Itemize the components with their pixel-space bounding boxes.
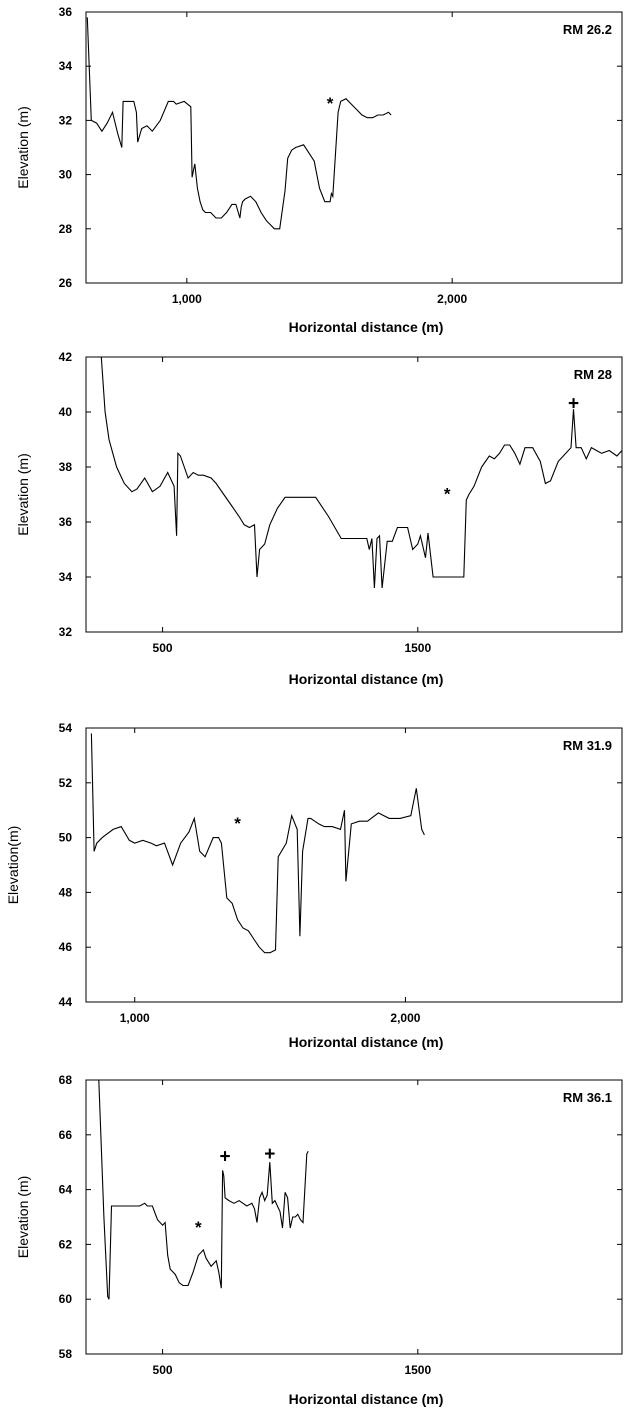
asterisk-marker: *: [327, 94, 334, 113]
y-tick-label: 28: [59, 222, 73, 236]
plot-frame: [85, 11, 623, 284]
y-axis-title: Elevation(m): [5, 826, 21, 905]
chart-panel-rm-31-9: 44 46 48 50 52 54 1,000 2,000 Horizontal distanc…: [0, 695, 624, 1050]
y-tick-label: 60: [59, 1292, 73, 1306]
y-tick-label: 50: [59, 831, 73, 845]
plot-frame: [85, 1079, 623, 1355]
profile-line: [86, 17, 392, 230]
x-axis-title: Horizontal distance (m): [289, 319, 444, 335]
plot-frame: [85, 727, 623, 1003]
x-axis-title: Horizontal distance (m): [289, 671, 444, 687]
y-axis-title: Elevation (m): [15, 453, 31, 535]
y-tick-label: 36: [59, 5, 73, 19]
x-axis-title: Horizontal distance (m): [289, 1391, 444, 1407]
y-tick-label: 62: [59, 1237, 73, 1251]
panel-label: RM 28: [574, 367, 612, 382]
plot-frame: [85, 356, 623, 633]
x-tick-label: 1500: [404, 1363, 431, 1377]
x-axis-title: Horizontal distance (m): [289, 1034, 444, 1050]
chart-svg-rm-28: 32 34 36 38 40 42 500 1500 Horizontal distance (…: [15, 350, 623, 687]
asterisk-marker: *: [234, 814, 241, 833]
y-tick-label: 32: [59, 625, 73, 639]
y-tick-label: 54: [59, 721, 73, 735]
panel-label: RM 36.1: [563, 1090, 612, 1105]
x-tick-label: 500: [153, 1363, 173, 1377]
chart-panel-rm-26-2: 26 28 30 32 34 36 1,000 2,000 Horizontal distanc…: [0, 0, 624, 340]
chart-svg-rm-31-9: 44 46 48 50 52 54 1,000 2,000 Horizontal distanc…: [5, 721, 623, 1050]
y-tick-label: 36: [59, 515, 73, 529]
chart-svg-rm-36-1: 58 60 62 64 66 68 500 1500 Horizontal distance (…: [15, 1073, 623, 1407]
plus-marker: +: [264, 1144, 275, 1165]
chart-panel-rm-28: 32 34 36 38 40 42 500 1500 Horizontal distance (…: [0, 340, 624, 695]
y-tick-label: 34: [59, 59, 73, 73]
y-tick-label: 46: [59, 940, 73, 954]
y-tick-label: 38: [59, 460, 73, 474]
y-tick-label: 64: [59, 1183, 73, 1197]
y-axis-title: Elevation (m): [15, 106, 31, 188]
x-tick-label: 1,000: [120, 1011, 150, 1025]
y-tick-label: 26: [59, 276, 73, 290]
y-tick-label: 42: [59, 350, 73, 364]
y-tick-label: 68: [59, 1073, 73, 1087]
y-tick-label: 58: [59, 1347, 73, 1361]
y-axis-title: Elevation (m): [15, 1176, 31, 1258]
chart-panel-rm-36-1: 58 60 62 64 66 68 500 1500 Horizontal distance (…: [0, 1050, 624, 1410]
plus-marker: +: [568, 394, 579, 415]
panel-label: RM 26.2: [563, 22, 612, 37]
profile-line: [98, 1079, 309, 1300]
panel-label: RM 31.9: [563, 738, 612, 753]
y-tick-label: 48: [59, 885, 73, 899]
y-tick-label: 66: [59, 1128, 73, 1142]
x-tick-label: 1,000: [172, 292, 202, 306]
asterisk-marker: *: [444, 484, 451, 503]
profile-line: [100, 356, 623, 589]
y-tick-label: 30: [59, 168, 73, 182]
y-tick-label: 32: [59, 113, 73, 127]
profile-line: [90, 733, 425, 954]
chart-svg-rm-26-2: 26 28 30 32 34 36 1,000 2,000 Horizontal distanc…: [15, 5, 623, 335]
asterisk-marker: *: [195, 1218, 202, 1237]
x-tick-label: 2,000: [437, 292, 467, 306]
y-tick-label: 34: [59, 570, 73, 584]
x-tick-label: 1500: [404, 641, 431, 655]
x-tick-label: 500: [153, 641, 173, 655]
y-tick-label: 40: [59, 405, 73, 419]
plus-marker: +: [220, 1147, 231, 1168]
y-tick-label: 44: [59, 995, 73, 1009]
x-tick-label: 2,000: [390, 1011, 420, 1025]
y-tick-label: 52: [59, 776, 73, 790]
